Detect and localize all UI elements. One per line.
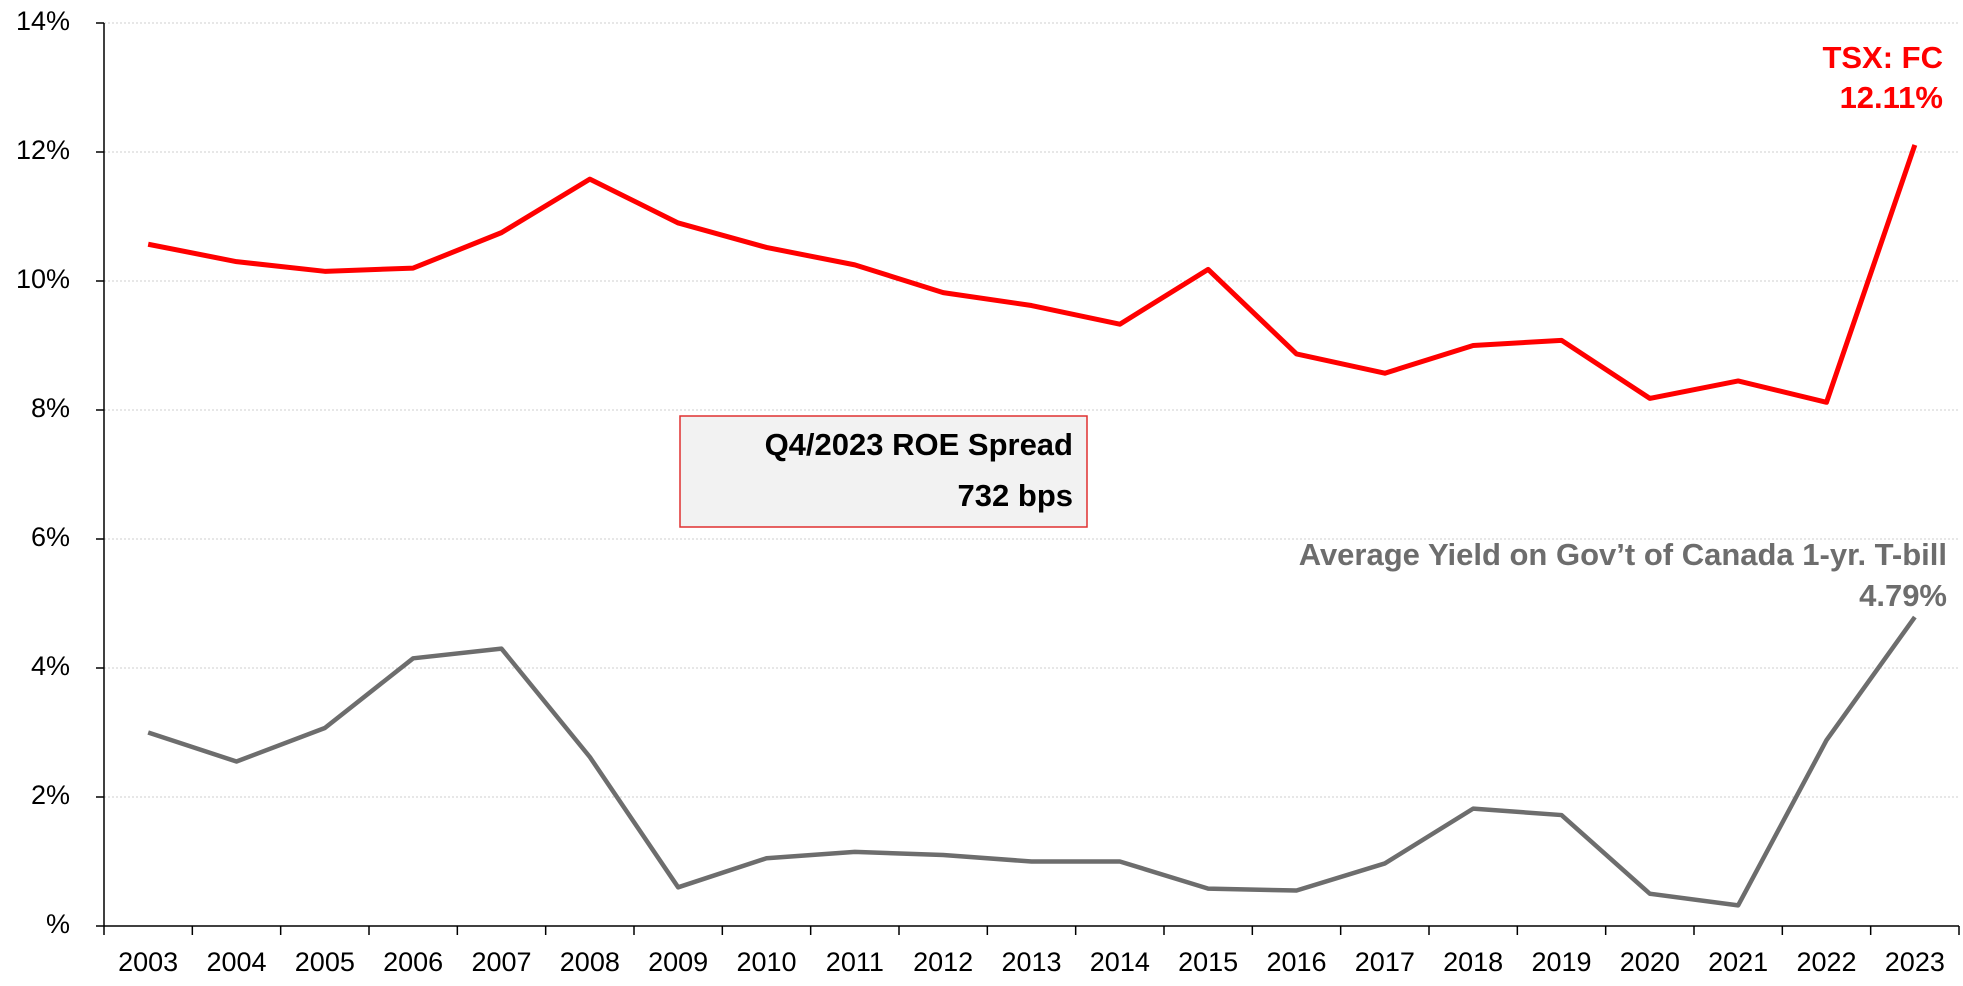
y-tick-label: 6% (31, 522, 70, 552)
annotation: 732 bps (958, 478, 1073, 513)
series-label: TSX: FC (1822, 40, 1943, 75)
x-tick-label: 2006 (383, 947, 443, 977)
y-tick-label: 8% (31, 393, 70, 423)
x-tick-label: 2020 (1620, 947, 1680, 977)
x-tick-label: 2005 (295, 947, 355, 977)
series-label: Average Yield on Gov’t of Canada 1-yr. T… (1299, 537, 1947, 572)
y-tick-label: 4% (31, 651, 70, 681)
x-tick-label: 2014 (1090, 947, 1150, 977)
x-tick-label: 2007 (471, 947, 531, 977)
x-tick-label: 2009 (648, 947, 708, 977)
x-tick-label: 2012 (913, 947, 973, 977)
annotation: Q4/2023 ROE Spread (765, 427, 1073, 462)
series-line (147, 615, 1917, 908)
x-tick-label: 2013 (1001, 947, 1061, 977)
x-tick-label: 2019 (1531, 947, 1591, 977)
x-tick-label: 2015 (1178, 947, 1238, 977)
x-tick-label: 2010 (736, 947, 796, 977)
x-tick-label: 2023 (1885, 947, 1945, 977)
annotation-box (679, 415, 1088, 528)
x-tick-label: 2004 (206, 947, 266, 977)
x-tick-label: 2018 (1443, 947, 1503, 977)
x-tick-label: 2021 (1708, 947, 1768, 977)
series-line (147, 144, 1918, 405)
x-tick-label: 2017 (1355, 947, 1415, 977)
x-tick-label: 2022 (1796, 947, 1856, 977)
x-tick-label: 2016 (1266, 947, 1326, 977)
y-tick-label: 14% (16, 6, 70, 36)
y-tick-label: 2% (31, 780, 70, 810)
y-tick-label: % (46, 909, 70, 939)
x-tick-label: 2008 (560, 947, 620, 977)
value-label: 4.79% (1859, 578, 1947, 613)
value-label: 12.11% (1840, 80, 1943, 115)
y-tick-label: 12% (16, 135, 70, 165)
x-tick-label: 2003 (118, 947, 178, 977)
x-tick-label: 2011 (826, 947, 884, 977)
y-tick-label: 10% (16, 264, 70, 294)
